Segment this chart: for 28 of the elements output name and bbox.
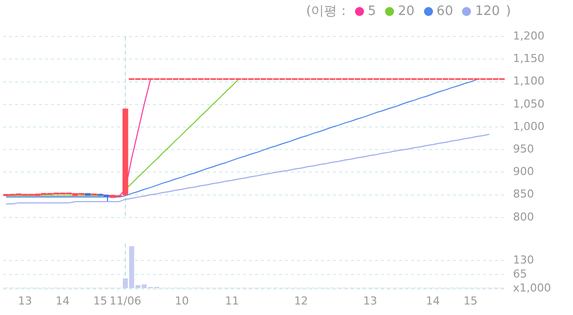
y-tick-label: 65 — [513, 267, 527, 280]
x-tick-label: 15 — [463, 294, 478, 308]
legend-label: 60 — [436, 4, 454, 18]
x-tick-label: 11/06 — [110, 294, 142, 308]
y-tick-label: 850 — [513, 188, 534, 201]
y-tick-label: 900 — [513, 165, 534, 178]
legend-label: 120 — [475, 4, 500, 18]
x-tick-label: 12 — [294, 294, 308, 308]
y-tick-label: 800 — [513, 210, 534, 224]
y-tick-label: 1,100 — [513, 74, 544, 88]
x-tick-label: 14 — [56, 294, 70, 308]
y-tick-label: 1,150 — [513, 52, 544, 66]
legend-label: 5 — [368, 4, 376, 18]
x-tick-label: 14 — [426, 294, 440, 308]
x-tick-label: 13 — [18, 294, 32, 308]
y-tick-label: 1,000 — [513, 120, 544, 133]
x-tick-label: 15 — [93, 294, 108, 308]
y-tick-label: x1,000 — [513, 282, 552, 295]
x-tick-label: 11 — [225, 294, 240, 308]
y-tick-label: 130 — [513, 253, 534, 266]
y-tick-label: 1,200 — [513, 29, 544, 42]
legend-label: 20 — [398, 4, 415, 18]
x-tick-label: 10 — [174, 294, 189, 308]
legend-title: (이평 : — [306, 3, 346, 20]
y-tick-label: 1,050 — [513, 97, 544, 110]
text: ) — [506, 4, 511, 18]
y-tick-label: 950 — [513, 142, 534, 156]
x-tick-label: 13 — [363, 294, 378, 308]
